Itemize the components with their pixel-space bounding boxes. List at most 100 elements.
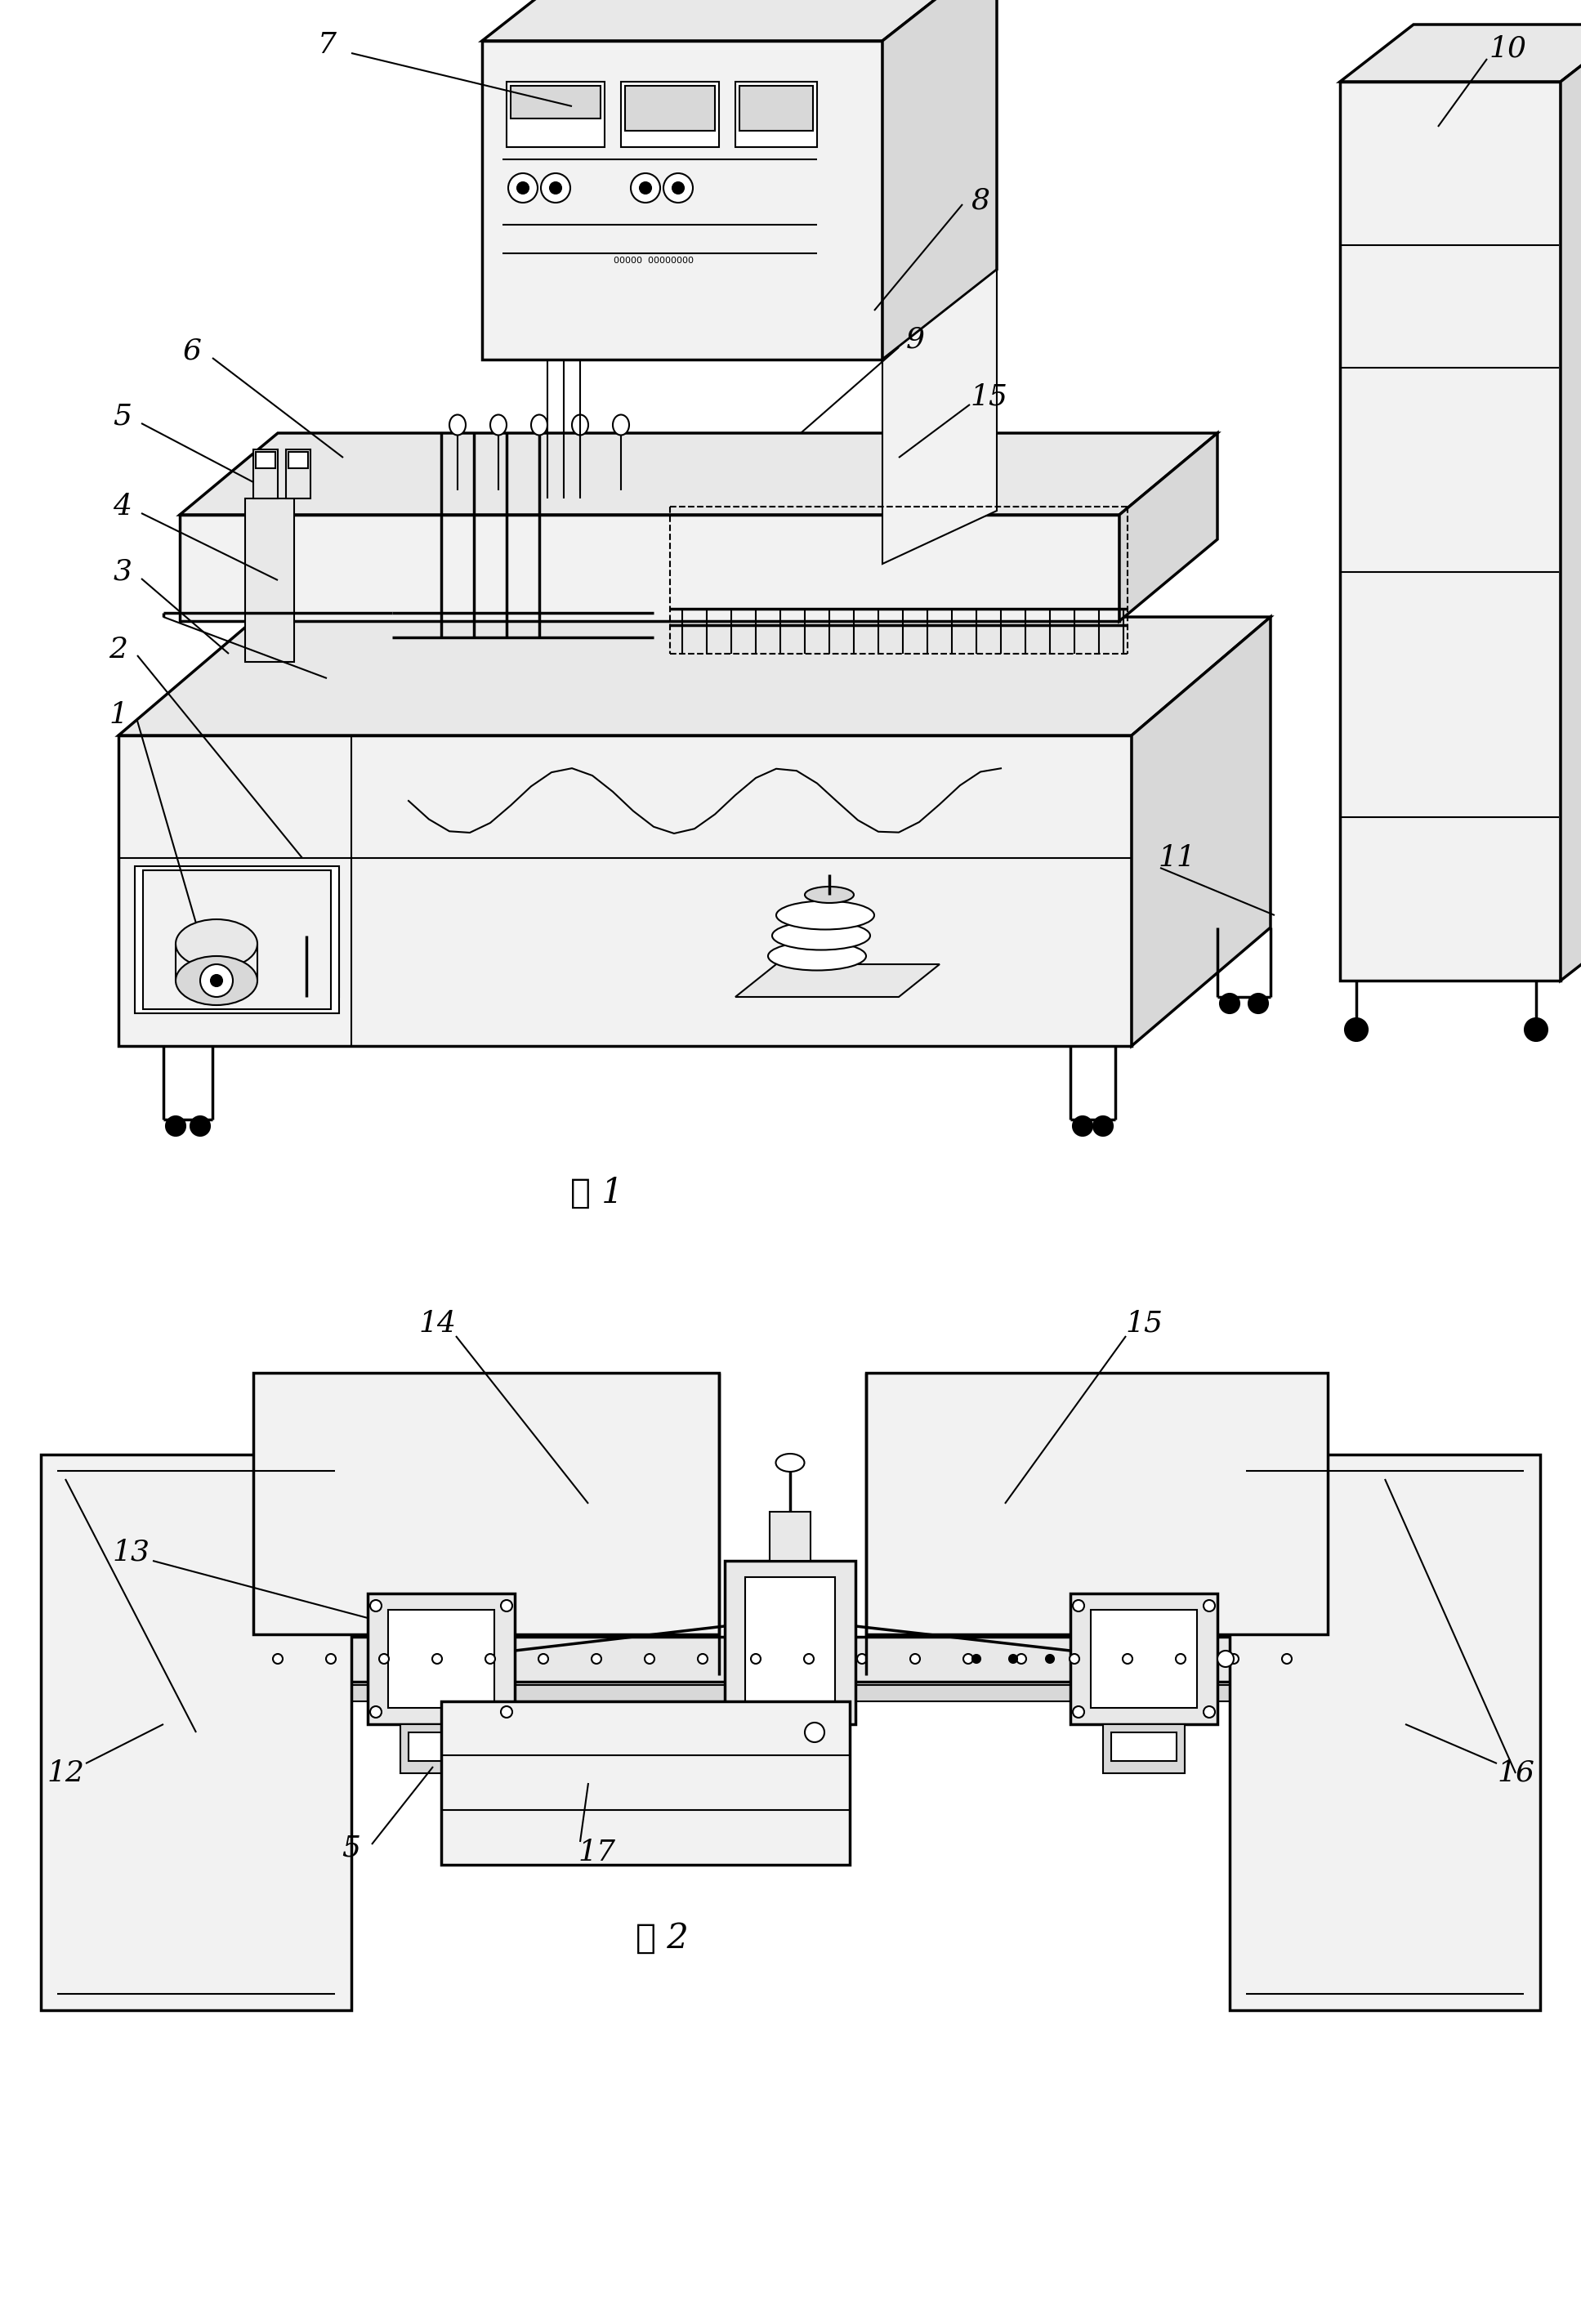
- Circle shape: [963, 1655, 974, 1664]
- Polygon shape: [735, 964, 939, 997]
- Text: 9: 9: [906, 325, 925, 353]
- Circle shape: [550, 181, 561, 193]
- Bar: [735, 81, 817, 146]
- Text: 10: 10: [1489, 35, 1526, 63]
- Circle shape: [972, 1655, 980, 1664]
- Circle shape: [1217, 1650, 1233, 1666]
- Ellipse shape: [449, 414, 466, 435]
- Circle shape: [517, 181, 528, 193]
- Text: 2: 2: [109, 637, 128, 665]
- Polygon shape: [482, 0, 996, 42]
- Text: 7: 7: [318, 30, 337, 58]
- Circle shape: [1017, 1655, 1026, 1664]
- Circle shape: [432, 1655, 443, 1664]
- Bar: [256, 451, 275, 467]
- Circle shape: [1203, 1706, 1214, 1717]
- Text: 13: 13: [112, 1538, 150, 1566]
- Text: 17: 17: [577, 1838, 615, 1866]
- Circle shape: [201, 964, 232, 997]
- Text: 8: 8: [971, 186, 990, 214]
- Circle shape: [1221, 995, 1240, 1013]
- Text: 图 1: 图 1: [571, 1176, 623, 1211]
- Circle shape: [1069, 1655, 1080, 1664]
- Text: 12: 12: [46, 1759, 84, 1787]
- Circle shape: [501, 1599, 512, 1611]
- Circle shape: [805, 1655, 814, 1664]
- Bar: [1230, 1455, 1540, 2010]
- Circle shape: [1176, 1655, 1186, 1664]
- Circle shape: [672, 181, 685, 193]
- Polygon shape: [882, 0, 996, 360]
- Polygon shape: [1119, 432, 1217, 621]
- Circle shape: [190, 1116, 210, 1136]
- Text: 图 2: 图 2: [636, 1922, 688, 1954]
- Polygon shape: [180, 516, 1119, 621]
- Bar: [745, 1578, 835, 1708]
- Text: 11: 11: [1157, 844, 1195, 872]
- Circle shape: [857, 1655, 866, 1664]
- Circle shape: [631, 174, 661, 202]
- Circle shape: [1009, 1655, 1017, 1664]
- Ellipse shape: [768, 941, 866, 971]
- Bar: [387, 1611, 495, 1708]
- Bar: [1111, 1731, 1176, 1762]
- Ellipse shape: [613, 414, 629, 435]
- Polygon shape: [119, 734, 1132, 1046]
- Text: 15: 15: [969, 383, 1007, 411]
- Circle shape: [697, 1655, 708, 1664]
- Circle shape: [591, 1655, 601, 1664]
- Text: 3: 3: [114, 558, 131, 586]
- Text: 1: 1: [109, 702, 128, 730]
- Circle shape: [1073, 1116, 1092, 1136]
- Text: 00000  00000000: 00000 00000000: [613, 256, 694, 265]
- Bar: [253, 449, 278, 497]
- Circle shape: [1092, 1116, 1113, 1136]
- Circle shape: [751, 1655, 760, 1664]
- Circle shape: [911, 1655, 920, 1664]
- Ellipse shape: [776, 1455, 805, 1471]
- Circle shape: [501, 1706, 512, 1717]
- Bar: [41, 1455, 351, 2010]
- Bar: [624, 86, 715, 130]
- Circle shape: [326, 1655, 335, 1664]
- Circle shape: [1249, 995, 1268, 1013]
- Polygon shape: [1560, 26, 1581, 981]
- Circle shape: [1282, 1655, 1292, 1664]
- Polygon shape: [119, 616, 1271, 734]
- Bar: [253, 1373, 719, 1634]
- Bar: [142, 869, 330, 1009]
- Text: 4: 4: [114, 493, 131, 521]
- Circle shape: [370, 1706, 381, 1717]
- Polygon shape: [882, 270, 996, 565]
- Bar: [866, 1373, 1328, 1634]
- Ellipse shape: [776, 902, 874, 930]
- Bar: [441, 1701, 849, 1864]
- Circle shape: [1123, 1655, 1132, 1664]
- Polygon shape: [180, 432, 1217, 516]
- Bar: [724, 1562, 855, 1724]
- Circle shape: [508, 174, 538, 202]
- Bar: [770, 1511, 811, 1562]
- Circle shape: [640, 181, 651, 193]
- Bar: [621, 81, 719, 146]
- Bar: [286, 449, 310, 497]
- Circle shape: [370, 1599, 381, 1611]
- Circle shape: [1524, 1018, 1548, 1041]
- Circle shape: [1045, 1655, 1055, 1664]
- Bar: [253, 1636, 1328, 1683]
- Text: 5: 5: [114, 402, 131, 430]
- Ellipse shape: [772, 920, 870, 951]
- Bar: [368, 1594, 515, 1724]
- Polygon shape: [482, 42, 882, 360]
- Bar: [511, 86, 601, 119]
- Text: 14: 14: [419, 1311, 455, 1339]
- Circle shape: [1073, 1706, 1085, 1717]
- Circle shape: [539, 1655, 549, 1664]
- Bar: [253, 1685, 1328, 1701]
- Circle shape: [485, 1655, 495, 1664]
- Polygon shape: [1341, 81, 1560, 981]
- Circle shape: [274, 1655, 283, 1664]
- Ellipse shape: [490, 414, 506, 435]
- Circle shape: [1203, 1599, 1214, 1611]
- Circle shape: [1228, 1655, 1238, 1664]
